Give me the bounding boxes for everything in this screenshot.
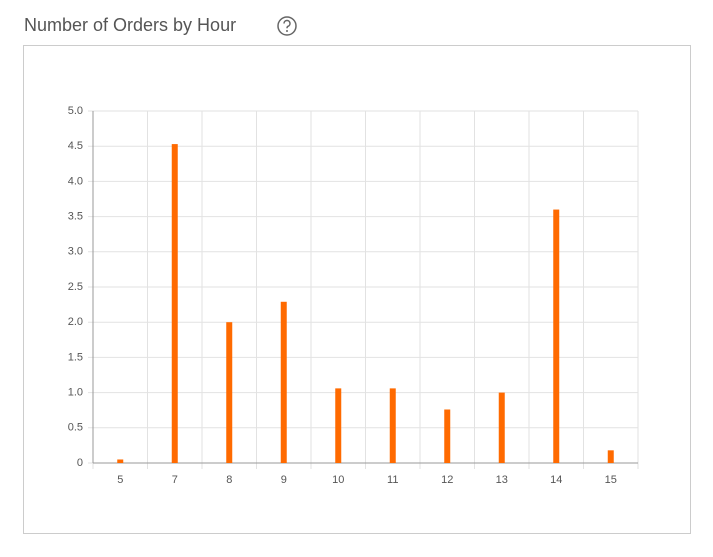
x-tick-label: 15 xyxy=(605,474,617,486)
x-tick-label: 14 xyxy=(550,474,562,486)
y-tick-label: 1.5 xyxy=(68,351,83,363)
bar xyxy=(389,388,396,463)
x-tick-label: 12 xyxy=(441,474,453,486)
help-icon[interactable] xyxy=(277,16,297,36)
x-tick-label: 13 xyxy=(496,474,508,486)
x-tick-label: 5 xyxy=(117,474,123,486)
y-tick-label: 2.5 xyxy=(68,281,83,293)
y-tick-label: 4.5 xyxy=(68,140,83,152)
bar xyxy=(280,301,287,463)
bar xyxy=(607,450,614,463)
y-tick-label: 1.0 xyxy=(68,387,83,399)
panel xyxy=(23,45,691,534)
chart-title: Number of Orders by Hour xyxy=(24,15,236,35)
x-tick-label: 8 xyxy=(226,474,232,486)
y-tick-label: 5.0 xyxy=(68,105,83,117)
bar xyxy=(335,388,342,463)
x-tick-label: 7 xyxy=(172,474,178,486)
y-tick-label: 0 xyxy=(77,457,83,469)
x-tick-label: 9 xyxy=(281,474,287,486)
y-tick-label: 0.5 xyxy=(68,422,83,434)
bar xyxy=(117,459,124,463)
x-tick-label: 10 xyxy=(332,474,344,486)
bar xyxy=(553,209,560,463)
y-tick-label: 4.0 xyxy=(68,175,83,187)
bar xyxy=(226,322,233,463)
y-tick-label: 2.0 xyxy=(68,316,83,328)
y-tick-label: 3.5 xyxy=(68,211,83,223)
x-tick-label: 11 xyxy=(387,474,398,486)
bar xyxy=(444,409,451,463)
bar xyxy=(171,144,178,463)
bar xyxy=(498,392,505,463)
y-tick-label: 3.0 xyxy=(68,246,83,258)
